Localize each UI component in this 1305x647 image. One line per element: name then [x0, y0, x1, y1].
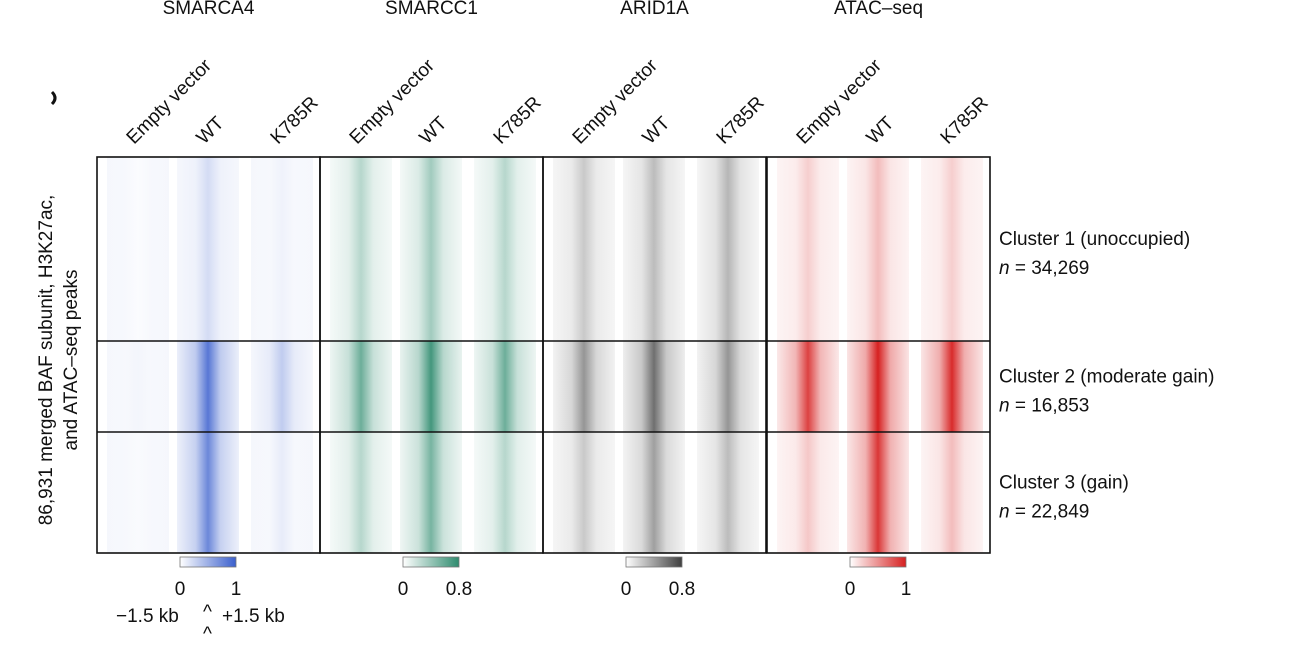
- heatmap-cell: [697, 341, 759, 432]
- column-label: K785R: [713, 93, 769, 149]
- color-scale-max: 1: [901, 579, 912, 600]
- x-window-left: −1.5 kb: [116, 606, 179, 627]
- column-label: WT: [639, 113, 675, 149]
- heatmap-cell: [777, 432, 839, 553]
- panel-edge-mark: [50, 90, 57, 106]
- color-scale-max: 0.8: [669, 579, 695, 600]
- heatmap-cell: [177, 157, 239, 341]
- heatmap-cell: [107, 157, 169, 341]
- heatmap-cell: [777, 341, 839, 432]
- heatmap-panels: [96, 156, 991, 554]
- y-axis-title-line-1: 86,931 merged BAF subunit, H3K27ac,: [36, 195, 57, 526]
- column-label: WT: [416, 113, 452, 149]
- panel-title: ATAC–seq: [834, 0, 923, 19]
- cluster-count-value: = 16,853: [1010, 396, 1090, 417]
- heatmap-cell: [623, 432, 685, 553]
- column-label: K785R: [267, 93, 323, 149]
- heatmap-cell: [251, 157, 313, 341]
- heatmap-cell: [107, 432, 169, 553]
- cluster-label: Cluster 1 (unoccupied): [999, 229, 1190, 250]
- heatmap-cell: [400, 432, 462, 553]
- heatmap-cell: [330, 157, 392, 341]
- heatmap-cell: [921, 341, 983, 432]
- cluster-count-symbol: n: [999, 258, 1010, 279]
- panel-title: SMARCA4: [163, 0, 255, 19]
- column-label: K785R: [490, 93, 546, 149]
- color-scale-min: 0: [845, 579, 856, 600]
- heatmap-cell: [400, 157, 462, 341]
- heatmap-cell: [921, 432, 983, 553]
- y-axis-title-line-2: and ATAC–seq peaks: [61, 270, 82, 451]
- cluster-count-value: = 34,269: [1010, 258, 1090, 279]
- heatmap-cell: [474, 432, 536, 553]
- heatmap-cell: [330, 341, 392, 432]
- x-window-center-mark-lower: ^: [203, 624, 212, 645]
- x-window-note: −1.5 kb ^ ^ +1.5 kb: [116, 602, 285, 645]
- cluster-label: Cluster 2 (moderate gain): [999, 367, 1214, 388]
- x-window-right: +1.5 kb: [222, 606, 285, 627]
- heatmap-cell: [623, 341, 685, 432]
- heatmap-cell: [400, 341, 462, 432]
- heatmap-cell: [697, 157, 759, 341]
- cluster-count: n = 22,849: [999, 502, 1089, 523]
- panel-3: [766, 156, 991, 554]
- cluster-count-value: = 22,849: [1010, 502, 1090, 523]
- color-scale-min: 0: [398, 579, 409, 600]
- heatmap-cell: [330, 432, 392, 553]
- x-window-center-mark: ^: [203, 602, 212, 623]
- cluster-count-symbol: n: [999, 502, 1010, 523]
- cluster-count-symbol: n: [999, 396, 1010, 417]
- column-label: WT: [863, 113, 899, 149]
- panel-title: ARID1A: [620, 0, 689, 19]
- color-scale-min: 0: [621, 579, 632, 600]
- color-scale-bar: [625, 556, 683, 568]
- color-scale-min: 0: [175, 579, 186, 600]
- panel-border: [542, 156, 767, 554]
- heatmap-cell: [553, 432, 615, 553]
- color-scale-bar: [402, 556, 460, 568]
- heatmap-cell: [177, 341, 239, 432]
- heatmap-cell: [847, 432, 909, 553]
- cluster-count: n = 16,853: [999, 396, 1089, 417]
- color-scale-max: 0.8: [446, 579, 472, 600]
- panel-title: SMARCC1: [385, 0, 478, 19]
- panel-2: [542, 156, 767, 554]
- heatmap-cell: [553, 157, 615, 341]
- heatmap-cell: [847, 341, 909, 432]
- column-label: K785R: [937, 93, 993, 149]
- heatmap-cell: [623, 157, 685, 341]
- heatmap-cell: [474, 157, 536, 341]
- cluster-labels: Cluster 1 (unoccupied) n = 34,269 Cluster …: [999, 229, 1214, 523]
- heatmap-cell: [251, 432, 313, 553]
- heatmap-cell: [697, 432, 759, 553]
- heatmap-cell: [777, 157, 839, 341]
- heatmap-cell: [553, 341, 615, 432]
- heatmap-cell: [177, 432, 239, 553]
- heatmap-cell: [107, 341, 169, 432]
- color-scale-bar: [179, 556, 237, 568]
- cluster-count: n = 34,269: [999, 258, 1089, 279]
- panel-border: [766, 156, 991, 554]
- heatmap-cell: [251, 341, 313, 432]
- cluster-label: Cluster 3 (gain): [999, 473, 1129, 494]
- panel-1: [319, 156, 544, 554]
- color-scales: 0 1 0 0.8 0 0.8 0 1: [175, 556, 912, 600]
- column-label: WT: [193, 113, 229, 149]
- heatmap-cell: [847, 157, 909, 341]
- panel-0: [96, 156, 321, 554]
- heatmap-cell: [474, 341, 536, 432]
- heatmap-cell: [921, 157, 983, 341]
- color-scale-max: 1: [231, 579, 242, 600]
- color-scale-bar: [849, 556, 907, 568]
